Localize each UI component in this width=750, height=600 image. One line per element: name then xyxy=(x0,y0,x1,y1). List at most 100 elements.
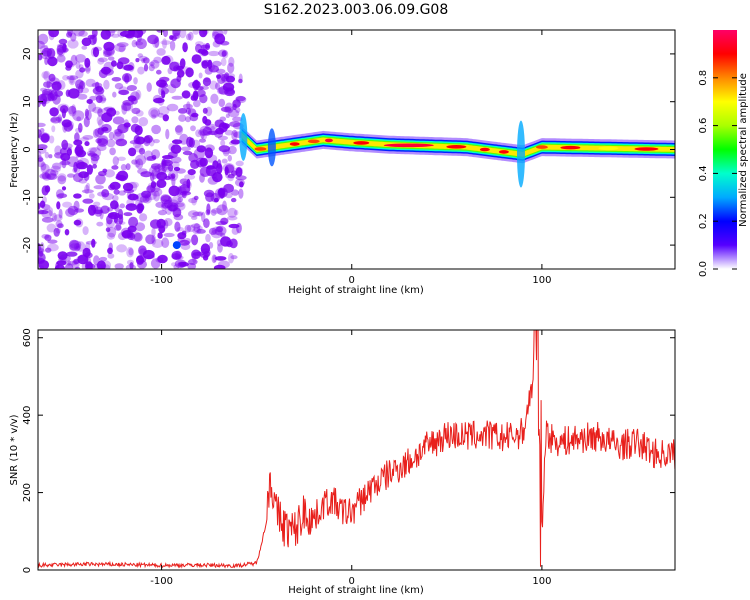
snr-x-axis-label: Height of straight line (km) xyxy=(288,585,424,596)
noise-speckle xyxy=(186,101,191,110)
signal-band-peak xyxy=(598,146,619,151)
noise-speckle xyxy=(204,77,211,83)
noise-speckle xyxy=(171,175,176,187)
noise-speckle xyxy=(106,232,116,240)
noise-speckle xyxy=(168,185,180,197)
noise-speckle xyxy=(190,223,201,229)
noise-speckle xyxy=(160,40,172,45)
noise-speckle xyxy=(38,54,43,61)
snr-frame xyxy=(37,329,676,571)
noise-speckle xyxy=(129,262,134,269)
noise-speckle xyxy=(217,159,222,169)
colorbar-tick-label: 0.8 xyxy=(698,70,709,86)
noise-speckle xyxy=(107,207,114,212)
spectrogram-y-tick-label: -10 xyxy=(22,189,33,205)
noise-speckle xyxy=(38,150,42,160)
noise-speckle xyxy=(44,234,52,241)
noise-speckle xyxy=(123,75,130,83)
noise-speckle xyxy=(132,194,139,202)
noise-speckle xyxy=(105,227,111,233)
noise-speckle xyxy=(238,78,243,84)
noise-speckle xyxy=(177,108,188,114)
noise-speckle xyxy=(43,44,49,52)
noise-speckle xyxy=(228,109,240,118)
spectrogram-y-tick-label: 10 xyxy=(22,95,33,108)
noise-speckle xyxy=(203,251,211,257)
noise-speckle xyxy=(231,197,237,203)
noise-speckle xyxy=(171,139,183,145)
noise-speckle xyxy=(51,125,56,133)
noise-speckle xyxy=(175,124,184,136)
noise-speckle xyxy=(41,196,47,204)
noise-speckle xyxy=(235,107,241,113)
noise-speckle xyxy=(199,94,208,104)
noise-speckle xyxy=(126,181,138,193)
noise-speckle xyxy=(58,208,63,219)
noise-speckle xyxy=(64,229,70,236)
noise-speckle xyxy=(95,138,102,144)
colorbar-ticks: 0.0 0.2 0.4 0.6 0.8 xyxy=(698,70,737,277)
noise-speckle xyxy=(112,156,120,166)
noise-speckle xyxy=(186,224,196,233)
noise-speckle xyxy=(110,200,119,210)
noise-speckle xyxy=(92,128,100,138)
noise-speckle xyxy=(227,173,235,182)
noise-speckle xyxy=(69,75,74,84)
noise-speckle xyxy=(67,105,77,115)
noise-speckle xyxy=(191,215,198,220)
noise-speckle xyxy=(162,38,167,49)
noise-speckle xyxy=(128,147,137,157)
noise-speckle xyxy=(238,188,244,199)
noise-speckle xyxy=(54,90,63,97)
noise-speckle xyxy=(153,56,163,64)
noise-speckle xyxy=(38,157,44,162)
noise-speckle xyxy=(157,210,167,216)
noise-speckle xyxy=(106,107,117,117)
noise-speckle xyxy=(203,218,210,229)
noise-speckle xyxy=(231,227,239,235)
noise-speckle xyxy=(199,173,205,183)
noise-speckle xyxy=(84,252,93,259)
noise-speckle xyxy=(97,57,105,65)
noise-speckle xyxy=(109,181,121,190)
noise-speckle xyxy=(230,139,241,145)
noise-speckle xyxy=(39,200,46,208)
noise-speckle xyxy=(221,49,229,59)
noise-speckle xyxy=(114,82,124,90)
noise-speckle xyxy=(192,80,201,89)
noise-speckle xyxy=(84,108,89,118)
noise-speckle xyxy=(135,154,147,166)
noise-speckle xyxy=(117,156,126,161)
noise-speckle xyxy=(41,208,53,219)
colorbar-tick-label: 0.6 xyxy=(698,118,709,134)
noise-speckle xyxy=(129,232,134,239)
noise-speckle xyxy=(96,115,103,126)
spectrogram-x-tick-label: 100 xyxy=(532,275,551,286)
noise-speckle xyxy=(68,75,76,86)
noise-speckle xyxy=(116,244,127,253)
noise-speckle xyxy=(75,149,87,158)
noise-speckle xyxy=(156,69,162,75)
noise-speckle xyxy=(142,57,150,64)
noise-speckle xyxy=(216,239,222,247)
signal-band-peak xyxy=(560,145,581,150)
noise-speckle xyxy=(169,40,176,51)
noise-speckle xyxy=(138,117,149,127)
noise-speckle xyxy=(180,146,191,151)
snr-x-tick-label: 100 xyxy=(532,576,551,587)
noise-speckle xyxy=(135,158,144,170)
noise-speckle xyxy=(208,242,214,249)
noise-speckle xyxy=(84,242,91,254)
snr-series-line xyxy=(38,330,675,569)
spectrogram-y-axis-label: Frequency (Hz) xyxy=(9,112,20,188)
noise-speckle xyxy=(156,30,165,33)
noise-speckle xyxy=(67,30,73,37)
signal-band-spread xyxy=(239,113,248,161)
noise-speckle xyxy=(61,119,72,128)
noise-speckle xyxy=(92,47,100,58)
noise-speckle xyxy=(84,57,91,68)
noise-speckle xyxy=(235,160,244,167)
noise-speckle xyxy=(192,251,204,256)
noise-speckle xyxy=(46,48,56,59)
noise-speckle xyxy=(161,90,166,99)
